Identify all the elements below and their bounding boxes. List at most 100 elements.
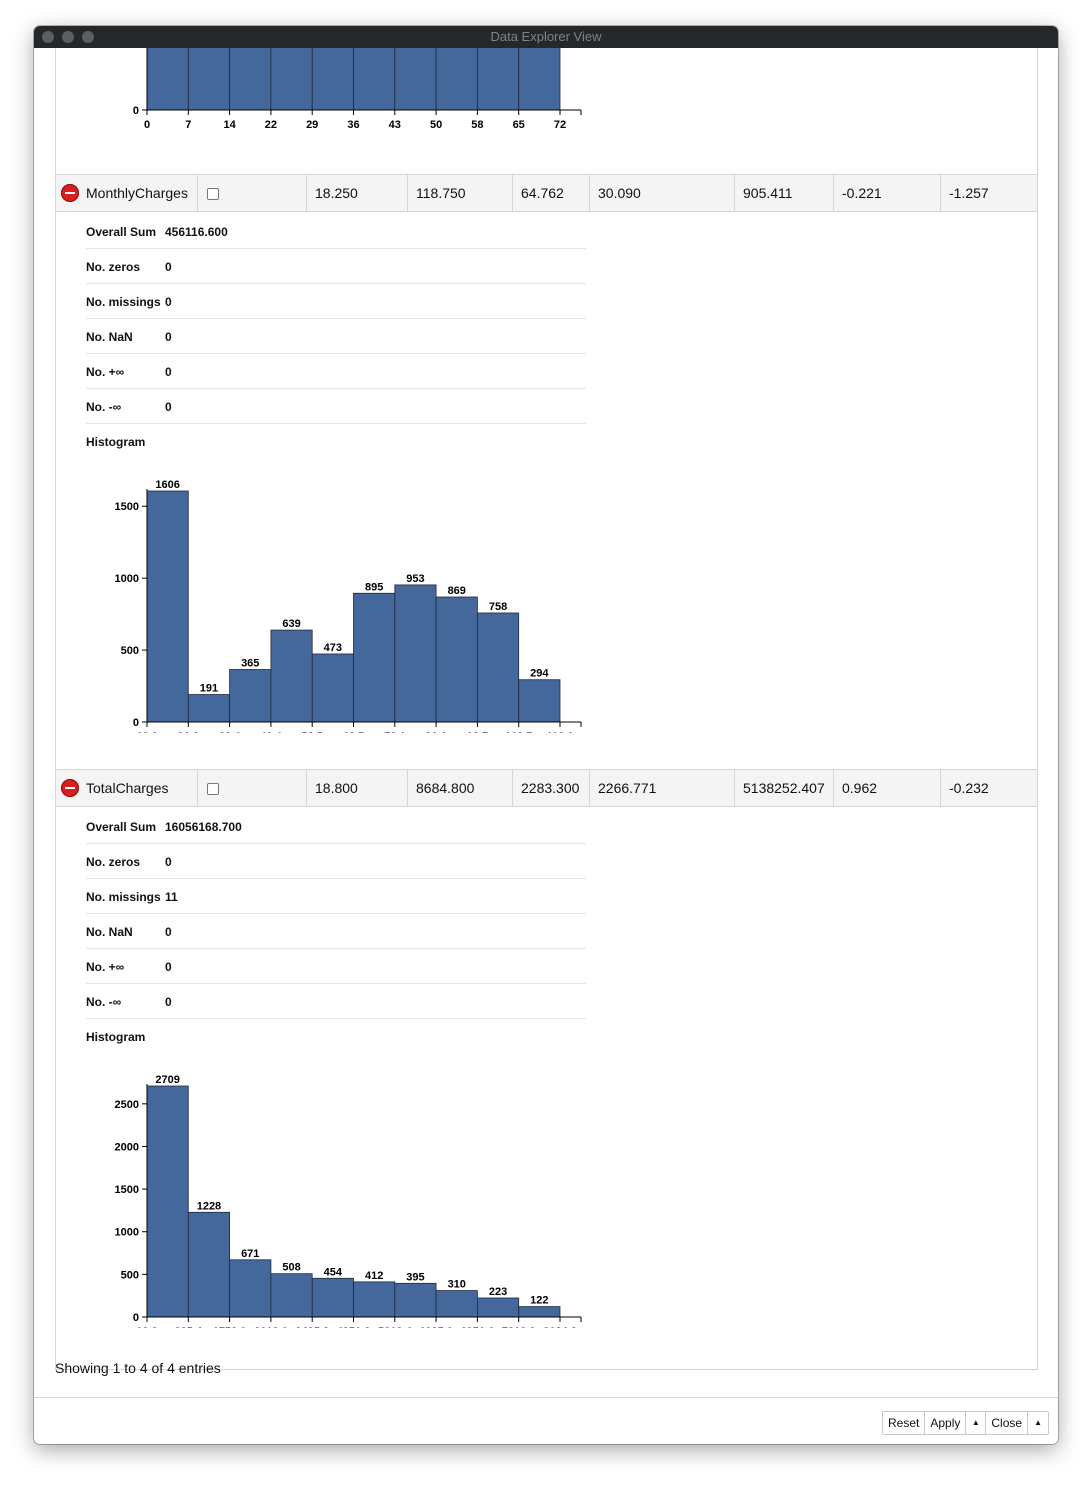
x-tick-label: 28.3 [178, 731, 199, 733]
column-row-totalcharges[interactable]: TotalCharges 18.800 8684.800 2283.300 22… [56, 769, 1037, 807]
x-tick-label: 68.5 [343, 731, 364, 733]
x-tick-label: 98.7 [467, 731, 488, 733]
bar-value-label: 1228 [197, 1200, 221, 1212]
window-title: Data Explorer View [490, 29, 602, 44]
histogram-bar [435, 48, 478, 111]
x-tick-label: 3485.2 [295, 1326, 329, 1328]
cell-max: 8684.800 [408, 770, 513, 806]
collapse-minus-icon[interactable] [61, 184, 79, 202]
histogram-bar [229, 1259, 272, 1318]
y-tick-label: 1500 [115, 501, 139, 513]
histogram-bar [187, 48, 231, 111]
cell-std: 30.090 [590, 175, 735, 211]
histogram-bar [311, 48, 354, 111]
button-bar: Reset Apply ▲ Close ▲ [882, 1411, 1050, 1435]
x-tick-label: 65 [513, 119, 525, 131]
x-tick-label: 118.8 [547, 731, 574, 733]
histogram-bar [311, 1277, 354, 1318]
close-window-icon[interactable] [42, 31, 54, 43]
y-tick-label: 2000 [115, 1141, 139, 1153]
x-tick-label: 108.7 [505, 731, 533, 733]
cell-skewness: 0.962 [834, 770, 941, 806]
x-tick-label: 6085.0 [419, 1326, 453, 1328]
x-tick-label: 1752.0 [213, 1326, 247, 1328]
include-checkbox[interactable] [207, 188, 219, 200]
y-tick-label: 2500 [115, 1099, 139, 1111]
zoom-window-icon[interactable] [82, 31, 94, 43]
x-tick-label: 29 [306, 119, 318, 131]
bar-value-label: 310 [448, 1279, 466, 1291]
cell-max: 118.750 [408, 175, 513, 211]
y-tick-label: 0 [133, 1312, 139, 1324]
stat-missings: No. missings 11 [86, 878, 586, 914]
scroll-content[interactable]: 0 7 14 22 29 36 43 50 58 65 72 0 MonthlyCharges 18.… [34, 48, 1058, 1444]
bar-value-label: 758 [489, 601, 507, 613]
histogram-bar [353, 1281, 396, 1318]
stat-pos-inf: No. +∞ 0 [86, 353, 586, 389]
histogram-bar [187, 1211, 231, 1318]
close-menu-arrow-icon[interactable]: ▲ [1028, 1412, 1049, 1434]
cell-mean: 2283.300 [513, 770, 590, 806]
column-row-monthlycharges[interactable]: MonthlyCharges 18.250 118.750 64.762 30.… [56, 174, 1037, 212]
apply-button[interactable]: Apply [925, 1412, 967, 1434]
histogram-bar [229, 669, 272, 723]
x-tick-label: 48.4 [260, 731, 282, 733]
x-tick-label: 58.5 [301, 731, 322, 733]
x-tick-label: 38.4 [219, 731, 241, 733]
histogram-bar [394, 584, 437, 723]
bar-value-label: 671 [241, 1248, 259, 1260]
histogram-bar [146, 1085, 189, 1318]
x-tick-label: 6951.6 [461, 1326, 495, 1328]
histogram-bar [270, 1273, 313, 1318]
apply-menu-arrow-icon[interactable]: ▲ [966, 1412, 987, 1434]
histogram-bar [435, 596, 478, 723]
cell-min: 18.800 [307, 770, 408, 806]
histogram-bar [187, 694, 231, 723]
histogram-bar [394, 1282, 437, 1318]
x-tick-label: 7818.2 [502, 1326, 536, 1328]
data-explorer-window: Data Explorer View 0 7 14 22 29 36 43 50 58 65 72 0… [34, 26, 1058, 1444]
bar-value-label: 895 [365, 581, 383, 593]
collapse-minus-icon[interactable] [61, 779, 79, 797]
histogram-bar [518, 1306, 561, 1318]
histogram-bar [229, 48, 272, 111]
cell-variance: 905.411 [735, 175, 834, 211]
x-tick-label: 18.8 [136, 1326, 157, 1328]
x-tick-label: 50 [430, 119, 442, 131]
y-tick-label: 500 [121, 645, 139, 657]
footer-divider [34, 1397, 1058, 1398]
x-tick-label: 5218.4 [378, 1326, 413, 1328]
histogram-bar [435, 1290, 478, 1318]
reset-button[interactable]: Reset [883, 1412, 926, 1434]
histogram-bar [270, 48, 313, 111]
close-button[interactable]: Close [986, 1412, 1029, 1434]
cell-skewness: -0.221 [834, 175, 941, 211]
stat-nan: No. NaN 0 [86, 318, 586, 354]
entries-info: Showing 1 to 4 of 4 entries [55, 1360, 221, 1376]
x-tick-label: 0 [144, 119, 150, 131]
x-tick-label: 7 [185, 119, 191, 131]
bar-value-label: 412 [365, 1270, 383, 1282]
cell-std: 2266.771 [590, 770, 735, 806]
x-tick-label: 885.4 [175, 1326, 203, 1328]
cell-min: 18.250 [307, 175, 408, 211]
bar-value-label: 191 [200, 683, 218, 695]
histogram-bar [518, 48, 561, 111]
y-tick-label: 500 [121, 1269, 139, 1281]
x-tick-label: 36 [347, 119, 359, 131]
bar-value-label: 2709 [155, 1074, 179, 1086]
stat-overall-sum: Overall Sum 456116.600 [86, 213, 586, 249]
histogram-bar [311, 653, 354, 723]
cell-variance: 5138252.407 [735, 770, 834, 806]
bar-value-label: 294 [530, 668, 549, 680]
stat-zeros: No. zeros 0 [86, 248, 586, 284]
minimize-window-icon[interactable] [62, 31, 74, 43]
bar-value-label: 953 [406, 573, 424, 585]
bar-value-label: 473 [324, 642, 342, 654]
include-checkbox[interactable] [207, 783, 219, 795]
histogram-bar [146, 490, 189, 723]
y-tick-label: 1000 [115, 1227, 139, 1239]
x-tick-label: 2618.6 [254, 1326, 288, 1328]
cell-kurtosis: -1.257 [949, 185, 989, 201]
histogram-bar [476, 1297, 520, 1318]
